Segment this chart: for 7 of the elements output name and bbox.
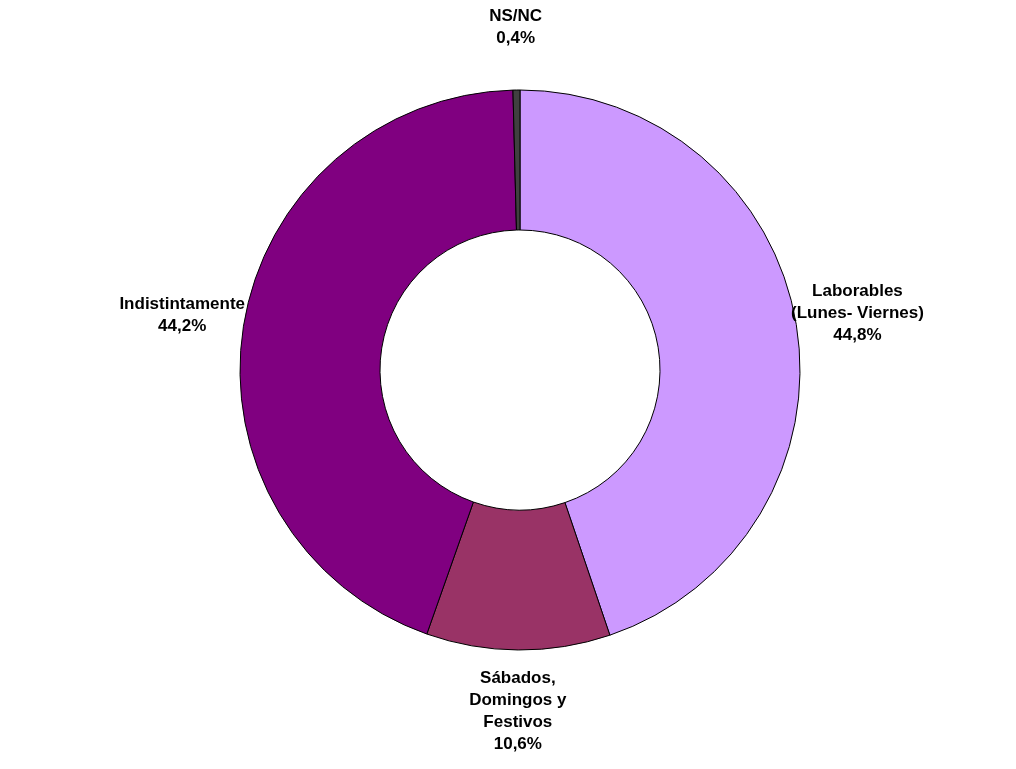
slice-label: Indistintamente bbox=[119, 294, 246, 314]
data-label: 44,2% bbox=[158, 316, 207, 336]
data-label: 44,8% bbox=[833, 325, 882, 345]
data-label: 10,6% bbox=[493, 734, 542, 754]
data-label: 0,4% bbox=[496, 28, 536, 48]
slice-label: Sábados, Domingos y Festivos bbox=[469, 668, 568, 732]
slice-label: NS/NC bbox=[489, 6, 543, 26]
